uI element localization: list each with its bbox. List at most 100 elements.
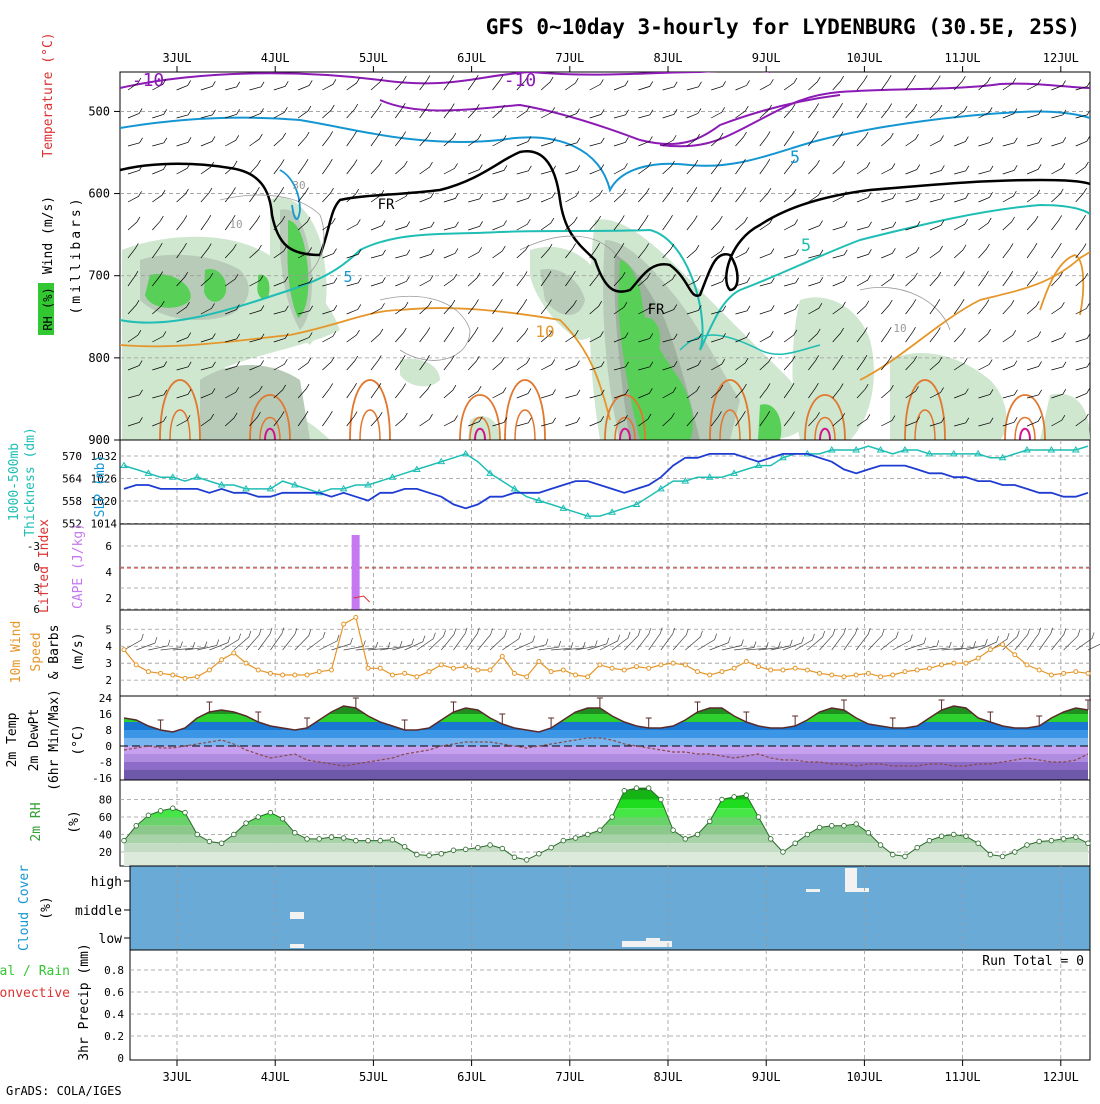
upper-wind-barb <box>954 165 970 175</box>
upper-wind-barb <box>856 221 872 231</box>
surface-wind-barb <box>160 641 183 651</box>
temp-band-group <box>124 706 1088 780</box>
thickness-marker <box>974 449 983 457</box>
upper-wind-barb <box>492 387 507 399</box>
wind-speed-marker <box>255 667 261 673</box>
wind-speed-marker <box>707 672 713 678</box>
upper-wind-barb <box>540 137 556 147</box>
upper-wind-barb <box>808 220 823 231</box>
upper-wind-barb <box>808 159 820 175</box>
rh-marker <box>938 833 945 839</box>
precip-tick-label: 0.6 <box>104 986 124 999</box>
upper-wind-barb <box>565 360 580 371</box>
upper-wind-barb <box>565 389 581 399</box>
wind-tick-label: 4 <box>105 640 112 653</box>
upper-wind-barb <box>249 81 265 91</box>
upper-wind-barb <box>613 243 625 259</box>
upper-wind-barb <box>200 243 212 259</box>
thickness-marker <box>217 481 226 488</box>
upper-wind-barb <box>735 247 750 259</box>
upper-wind-barb <box>662 304 678 315</box>
rh-band <box>124 852 1088 866</box>
temp-band <box>124 722 1088 730</box>
thickness-marker <box>657 484 665 492</box>
top-date-label: 5JUL <box>359 51 388 65</box>
upper-wind-barb <box>1051 243 1062 259</box>
surface-wind-barb <box>563 641 586 651</box>
contour-label: 10 <box>535 322 554 341</box>
upper-wind-barb <box>297 277 313 287</box>
rh-marker <box>902 853 908 860</box>
upper-wind-barb <box>905 75 916 91</box>
upper-wind-barb <box>127 77 142 91</box>
isotherm-minus10 <box>120 72 770 89</box>
upper-wind-barb <box>881 415 896 427</box>
upper-wind-barb <box>589 416 605 427</box>
upper-wind-barb <box>710 159 722 175</box>
temp-maxmin-tick <box>255 711 262 722</box>
upper-wind-barb <box>1051 109 1067 119</box>
upper-wind-barb <box>808 277 824 287</box>
upper-wind-barb <box>152 137 168 147</box>
surface-wind-barb <box>709 636 731 651</box>
upper-wind-barb <box>419 249 435 259</box>
diurnal-hot-arc <box>819 427 831 440</box>
pressure-tick-label: 700 <box>88 269 110 283</box>
upper-wind-barb <box>565 330 579 343</box>
contour-label: FR <box>378 197 395 213</box>
surface-wind-barb <box>746 642 769 651</box>
thickness-marker <box>364 481 372 488</box>
surface-wind-barb <box>868 629 885 651</box>
diurnal-warm-arc <box>804 394 846 440</box>
upper-wind-barb <box>808 190 822 203</box>
diurnal-warm-arc <box>459 394 501 440</box>
contour-label: 10 <box>893 322 906 335</box>
wind-speed-marker <box>572 672 578 678</box>
upper-wind-barb <box>127 191 142 203</box>
upper-wind-barb <box>783 219 799 231</box>
upper-wind-barb <box>881 163 896 175</box>
wind-speed-marker <box>731 665 737 671</box>
upper-wind-barb <box>589 215 601 231</box>
upper-wind-barb <box>1075 303 1090 315</box>
upper-wind-barb <box>662 109 678 119</box>
upper-wind-barb <box>1002 137 1018 147</box>
upper-wind-barb <box>808 412 820 427</box>
li-tick-label: 0 <box>33 561 40 574</box>
upper-wind-barb <box>176 415 191 427</box>
thickness-marker <box>705 473 714 480</box>
contour-labels: -10 -10 5 5 5 FR FR 10 10 10 30 <box>132 70 907 341</box>
wind-speed-marker <box>646 665 652 671</box>
wind-speed-marker <box>768 667 774 673</box>
upper-wind-barb <box>322 305 338 315</box>
upper-wind-barb <box>1002 165 1018 175</box>
upper-wind-barb <box>152 109 168 119</box>
upper-wind-barb <box>613 163 628 175</box>
wind-speed-marker <box>878 674 884 680</box>
rh-contour <box>379 295 471 361</box>
surface-wind-barb <box>575 640 598 651</box>
surface-wind-barb <box>831 627 847 651</box>
upper-wind-barb <box>905 164 921 175</box>
cloud-level-label: high <box>91 875 122 890</box>
temp-maxmin-tick <box>840 699 847 710</box>
upper-wind-barb <box>419 131 431 147</box>
upper-wind-barb <box>1075 333 1090 343</box>
upper-wind-barb <box>929 356 943 371</box>
upper-wind-barb <box>808 76 821 91</box>
temp-bands <box>124 706 1088 780</box>
diurnal-warm-arc-inner <box>719 409 741 440</box>
upper-wind-barb <box>711 246 725 259</box>
upper-wind-barb <box>711 359 726 371</box>
wind-speed-marker <box>450 665 456 671</box>
surface-wind-barb <box>807 631 826 651</box>
upper-wind-barb <box>929 135 944 147</box>
upper-wind-barb <box>832 249 848 259</box>
upper-wind-barb <box>127 417 143 427</box>
upper-wind-barb <box>467 355 480 371</box>
surface-wind-barb <box>209 636 231 651</box>
wind10m-panel: 5 4 3 2 10m Wind Speed & Barbs (m/s) <box>9 609 1100 697</box>
diurnal-warm-arc-inner <box>814 417 836 440</box>
upper-wind-barb <box>710 187 722 203</box>
contour-label: 5 <box>801 236 811 256</box>
